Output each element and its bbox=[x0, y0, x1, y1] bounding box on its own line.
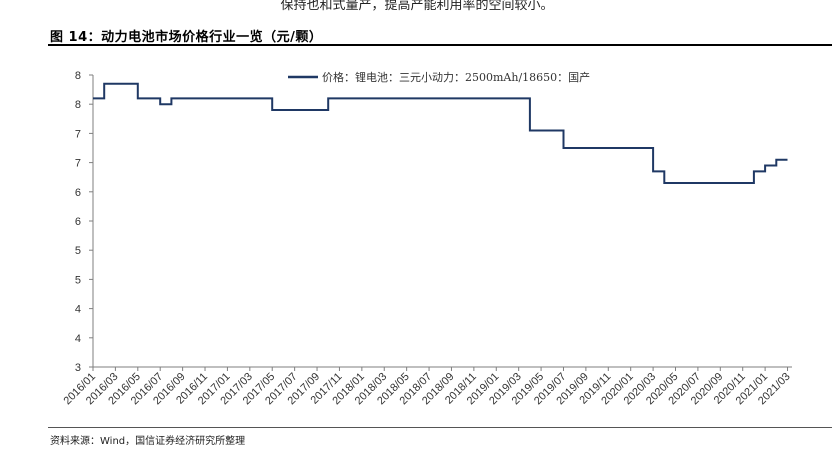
y-tick-label: 5 bbox=[75, 245, 81, 257]
y-tick-label: 4 bbox=[75, 333, 81, 345]
figure-header: 图 14：动力电池市场价格行业一览（元/颗） bbox=[48, 24, 832, 46]
series-line bbox=[93, 82, 788, 184]
y-tick-label: 8 bbox=[75, 99, 81, 111]
y-tick-label: 8 bbox=[75, 70, 81, 82]
y-tick-label: 6 bbox=[75, 187, 81, 199]
figure-title: 图 14：动力电池市场价格行业一览（元/颗） bbox=[50, 30, 323, 45]
source-note: 资料来源：Wind，国信证券经济研究所整理 bbox=[50, 436, 246, 447]
y-tick-label: 3 bbox=[75, 362, 81, 374]
price-line-chart: 3 4 4 5 5 6 6 7 7 8 8 2016/012016/032016/052016/07… bbox=[62, 70, 793, 407]
y-tick-label: 7 bbox=[75, 128, 81, 140]
legend-label: 价格：锂电池：三元小动力：2500mAh/18650：国产 bbox=[322, 70, 590, 84]
series-layer bbox=[93, 82, 788, 184]
y-axis: 3 4 4 5 5 6 6 7 7 8 8 bbox=[75, 70, 94, 374]
legend: 价格：锂电池：三元小动力：2500mAh/18650：国产 bbox=[288, 70, 590, 84]
y-tick-label: 4 bbox=[75, 304, 81, 316]
y-tick-label: 7 bbox=[75, 158, 81, 170]
context-text: 保持也和式量产，提高产能利用率的空间较小。 bbox=[280, 0, 554, 13]
y-tick-label: 6 bbox=[75, 216, 81, 228]
footer-rule bbox=[48, 427, 832, 428]
x-axis: 2016/012016/032016/052016/072016/092016/… bbox=[62, 366, 793, 407]
y-tick-label: 5 bbox=[75, 274, 81, 286]
